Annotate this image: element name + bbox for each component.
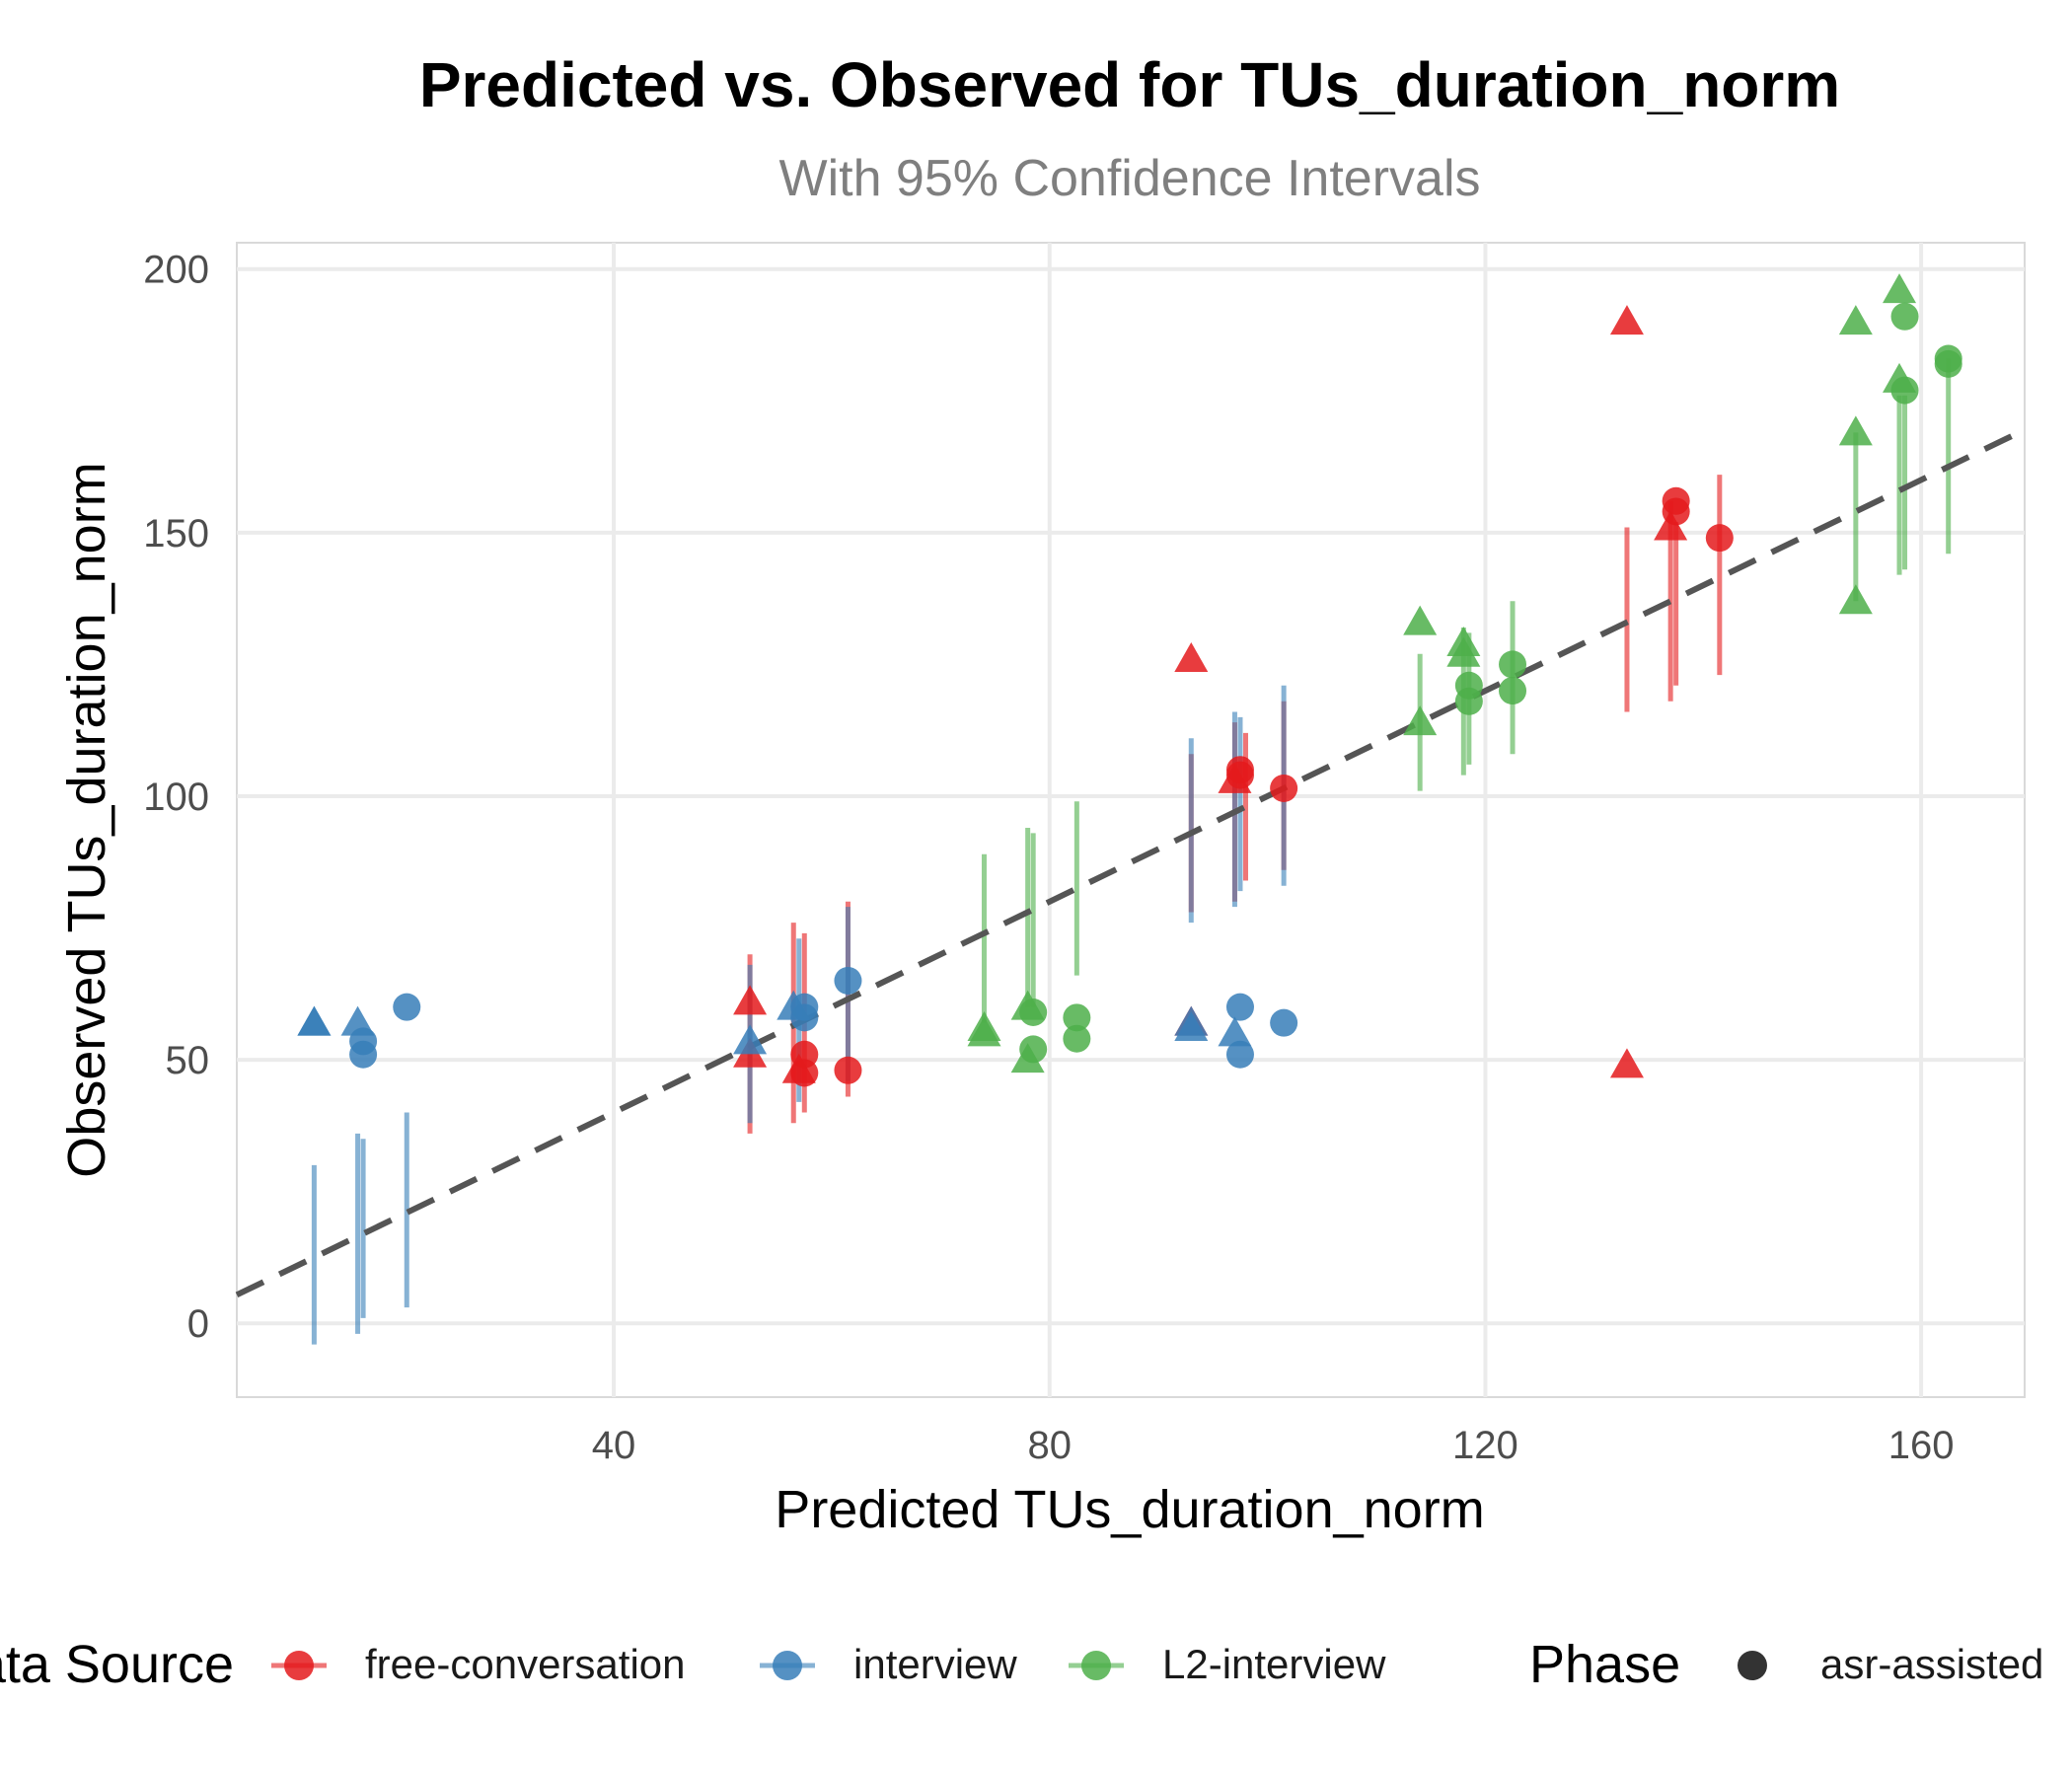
- point-interview-9: [790, 1003, 819, 1032]
- identity-reference-line: [235, 426, 2027, 1298]
- point-free-conversation-0: [733, 985, 768, 1015]
- point-interview-10: [834, 966, 862, 995]
- x-tick-label-40: 40: [592, 1424, 636, 1467]
- point-free-conversation-12: [1609, 305, 1644, 335]
- point-l2-interview-18: [1838, 584, 1873, 615]
- legend-label-l2-interview: L2-interview: [1162, 1641, 1386, 1687]
- legend-key-free-conversation: [284, 1651, 314, 1680]
- point-interview-14: [1225, 993, 1254, 1021]
- point-l2-interview-24: [1934, 349, 1962, 378]
- point-free-conversation-17: [1705, 524, 1734, 553]
- x-axis-title: Predicted TUs_duration_norm: [775, 1480, 1484, 1539]
- legend-key-l2-interview: [1081, 1651, 1111, 1680]
- point-l2-interview-15: [1499, 677, 1527, 705]
- y-tick-label-200: 200: [143, 249, 209, 292]
- point-interview-5: [393, 993, 421, 1021]
- point-free-conversation-6: [1174, 642, 1209, 673]
- y-tick-label-50: 50: [166, 1039, 210, 1082]
- panel-border: [236, 242, 2026, 1398]
- legend-label-free-conversation: free-conversation: [365, 1641, 686, 1687]
- y-tick-label-100: 100: [143, 776, 209, 819]
- point-free-conversation-11: [1270, 774, 1298, 802]
- point-l2-interview-7: [1063, 1024, 1091, 1053]
- point-interview-6: [733, 1024, 768, 1055]
- plot-area: [235, 242, 2027, 1398]
- legend-key-asr-assisted: [1738, 1651, 1767, 1680]
- point-l2-interview-19: [1883, 273, 1917, 304]
- legend-label-asr-assisted: asr-assisted: [1820, 1641, 2043, 1687]
- confidence-intervals: [311, 358, 1952, 1345]
- legend-items: free-conversation interview L2-interview: [271, 1641, 1386, 1687]
- legend-label-interview: interview: [853, 1641, 1017, 1687]
- point-l2-interview-11: [1446, 636, 1481, 667]
- chart-title: Predicted vs. Observed for TUs_duration_…: [419, 49, 1840, 120]
- point-free-conversation-10: [1225, 761, 1254, 789]
- x-tick-label-160: 160: [1888, 1424, 1955, 1467]
- point-interview-16: [1270, 1008, 1298, 1037]
- point-l2-interview-16: [1838, 305, 1873, 335]
- point-l2-interview-9: [1403, 705, 1438, 736]
- point-l2-interview-1: [967, 1016, 1001, 1047]
- point-l2-interview-21: [1890, 302, 1919, 331]
- point-interview-15: [1225, 1040, 1254, 1069]
- chart-subtitle: With 95% Confidence Intervals: [778, 150, 1480, 207]
- y-tick-labels: 0 50 100 150 200: [143, 249, 209, 1346]
- point-l2-interview-8: [1403, 605, 1438, 635]
- point-interview-1: [297, 1005, 332, 1036]
- data-points: [297, 273, 1962, 1087]
- point-l2-interview-6: [1063, 1003, 1091, 1032]
- point-interview-13: [1218, 1016, 1252, 1047]
- point-l2-interview-13: [1454, 687, 1483, 715]
- y-tick-label-150: 150: [143, 512, 209, 555]
- point-interview-4: [349, 1040, 378, 1069]
- point-l2-interview-17: [1838, 415, 1873, 446]
- legend: Data Source free-conversation interview L2…: [0, 1635, 2043, 1694]
- point-l2-interview-14: [1499, 650, 1527, 679]
- y-tick-label-0: 0: [187, 1302, 209, 1346]
- point-free-conversation-5: [834, 1056, 862, 1084]
- point-free-conversation-14: [1654, 510, 1688, 541]
- x-tick-label-80: 80: [1027, 1424, 1072, 1467]
- legend-title-source: Data Source: [0, 1635, 234, 1694]
- legend-key-interview: [773, 1651, 802, 1680]
- x-tick-labels: 40 80 120 160: [592, 1424, 1955, 1467]
- y-axis-title: Observed TUs_duration_norm: [57, 462, 116, 1177]
- point-interview-12: [1174, 1011, 1209, 1042]
- point-l2-interview-5: [1019, 1035, 1048, 1064]
- grid-lines: [237, 243, 2025, 1397]
- x-tick-label-120: 120: [1452, 1424, 1518, 1467]
- point-l2-interview-22: [1890, 376, 1919, 405]
- legend-title-phase: Phase: [1529, 1635, 1680, 1694]
- point-l2-interview-4: [1019, 999, 1048, 1026]
- point-free-conversation-4: [790, 1059, 819, 1087]
- point-free-conversation-13: [1609, 1048, 1644, 1078]
- point-free-conversation-16: [1662, 497, 1690, 526]
